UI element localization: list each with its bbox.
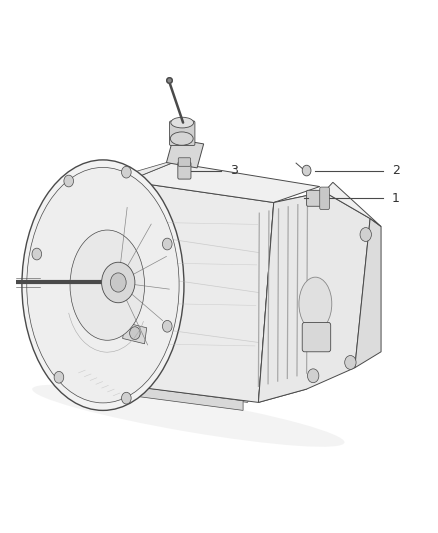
- Polygon shape: [123, 322, 147, 344]
- Polygon shape: [355, 219, 381, 368]
- Polygon shape: [112, 181, 274, 402]
- Circle shape: [162, 320, 172, 332]
- Polygon shape: [166, 139, 204, 168]
- FancyBboxPatch shape: [320, 187, 329, 209]
- Circle shape: [121, 392, 131, 404]
- Circle shape: [360, 228, 371, 241]
- Circle shape: [64, 175, 74, 187]
- Polygon shape: [112, 163, 173, 181]
- FancyBboxPatch shape: [170, 121, 195, 146]
- Ellipse shape: [70, 230, 145, 340]
- Circle shape: [307, 369, 319, 383]
- Polygon shape: [114, 384, 243, 410]
- Text: 3: 3: [230, 164, 238, 177]
- Text: 1: 1: [392, 192, 400, 205]
- Polygon shape: [324, 182, 381, 227]
- Circle shape: [302, 165, 311, 176]
- Circle shape: [121, 166, 131, 178]
- Circle shape: [54, 372, 64, 383]
- FancyBboxPatch shape: [307, 190, 323, 206]
- FancyBboxPatch shape: [302, 322, 331, 352]
- Circle shape: [345, 356, 356, 369]
- Polygon shape: [258, 192, 324, 402]
- Ellipse shape: [32, 385, 345, 447]
- Ellipse shape: [170, 132, 193, 146]
- Polygon shape: [112, 365, 258, 402]
- Circle shape: [102, 262, 135, 303]
- Circle shape: [310, 190, 321, 204]
- Ellipse shape: [27, 167, 179, 403]
- Ellipse shape: [299, 277, 332, 330]
- Circle shape: [162, 238, 172, 250]
- Text: 2: 2: [392, 164, 400, 177]
- Polygon shape: [127, 163, 320, 203]
- Circle shape: [32, 248, 42, 260]
- FancyBboxPatch shape: [178, 158, 191, 166]
- Ellipse shape: [171, 117, 194, 128]
- Circle shape: [130, 327, 140, 340]
- FancyBboxPatch shape: [178, 162, 191, 179]
- Circle shape: [110, 273, 126, 292]
- Polygon shape: [258, 192, 370, 402]
- Ellipse shape: [22, 160, 184, 410]
